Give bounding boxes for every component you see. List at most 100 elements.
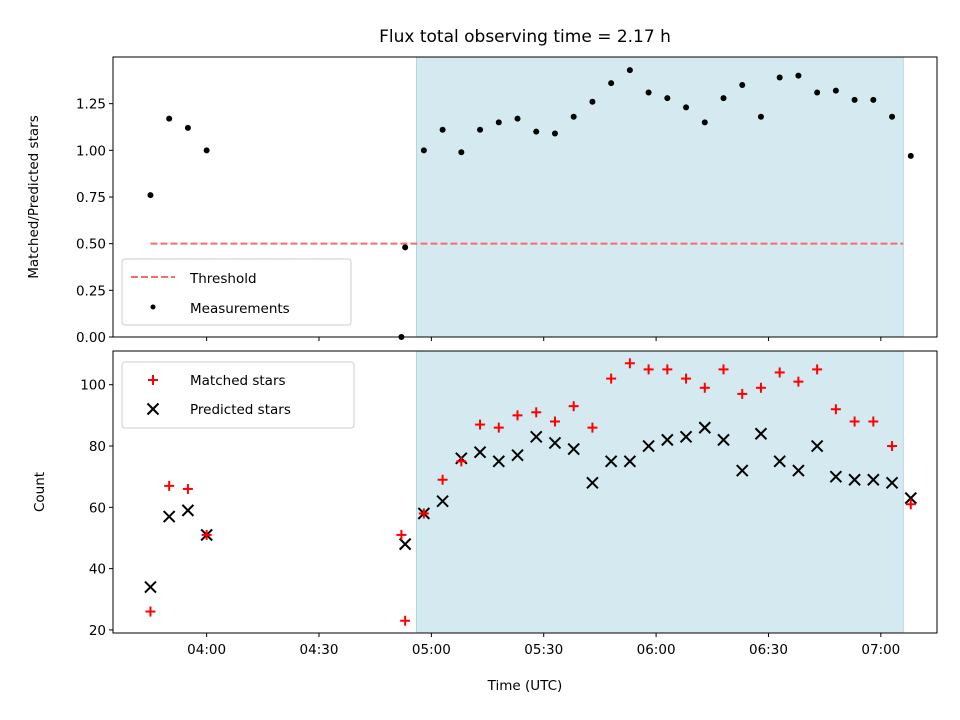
predicted-point [642,439,655,453]
ratio-y-tick-label: 0.25 [76,283,106,299]
x-axis-label: Time (UTC) [487,678,563,694]
x-tick-label: 04:30 [300,642,339,658]
predicted-point [773,455,786,468]
predicted-point [829,470,843,483]
predicted-legend-marker [146,402,160,416]
ratio-y-tick-label: 0.50 [76,237,106,253]
x-tick-label: 06:30 [749,642,788,658]
measurement-point [458,149,465,156]
x-marker-b [398,537,412,551]
count-legend-box [121,361,355,429]
predicted-point [162,510,176,523]
predicted-point [530,430,543,444]
count-y-tick-label: 60 [89,500,106,516]
predicted-point [867,473,880,486]
measurement-point [495,119,502,126]
predicted-point [586,476,599,490]
x-marker-b [829,470,843,483]
predicted-point [661,433,674,447]
count-legend: Matched stars Predicted stars [121,361,355,429]
predicted-point [698,421,711,434]
x-marker-b [548,436,562,450]
predicted-point [398,537,412,551]
x-marker-b [642,439,655,453]
x-marker-b [885,476,899,490]
matched-point [475,419,486,430]
measurement-point [608,80,615,87]
measurements-legend-swatch [150,304,156,310]
matched-point [493,422,504,433]
chart-title: Flux total observing time = 2.17 h [379,27,671,47]
measurement-point [147,192,154,199]
count-axes-frame [112,350,938,634]
matched-point [718,364,729,375]
count-y-axis-label: Count [32,472,48,512]
x-tick-label: 07:00 [861,642,900,658]
measurement-point [870,96,877,103]
ratio-panel: 0.00 0.25 0.50 0.75 1.00 1.25 Flux total obse… [26,27,938,346]
predicted-point [492,455,505,468]
x-marker-b [530,430,543,444]
matched-point [437,474,448,485]
ratio-y-tick-label: 1.00 [76,143,106,159]
predicted-point [144,580,157,594]
x-marker-b [473,445,487,459]
count-panel: 20 40 60 80 100 04:00 04:30 05:00 05:30 06:00 06:… [32,350,938,694]
matched-point [201,529,212,540]
predicted-point [511,449,524,462]
matched-point [164,480,175,491]
x-marker-b [567,442,580,456]
matched-point [606,373,617,384]
matched-point [868,416,879,427]
measurement-point [477,126,484,133]
x-marker-b [698,421,711,434]
measurement-point [439,126,446,133]
measurement-point [814,89,821,96]
measurement-point [851,96,858,103]
matched-legend-swatch [148,375,158,385]
matched-point [396,529,407,540]
predicted-point [848,473,861,486]
matched-point [587,422,598,433]
x-marker-b [661,433,674,447]
measurement-point [551,130,558,137]
x-marker-b [792,464,805,477]
matched-point [643,364,654,375]
predicted-point [810,439,824,453]
count-y-tick-label: 100 [80,378,106,394]
predicted-point [604,455,618,468]
x-marker-b [604,455,618,468]
matched-point [793,376,804,387]
matched-point [737,388,748,399]
x-marker-b [623,455,637,468]
x-marker-b [679,430,693,444]
matched-point [456,456,467,467]
matched-point [755,382,766,393]
ratio-y-axis-label: Matched/Predicted stars [26,115,42,278]
x-marker-b [492,455,505,468]
x-marker-b [144,580,157,594]
measurement-point [776,74,783,81]
x-tick-label: 05:00 [412,642,451,658]
ratio-y-tick-label: 0.75 [76,190,106,206]
x-marker-b [586,476,599,490]
measurement-point [832,87,839,94]
x-tick-label: 06:00 [637,642,676,658]
measurements-legend-label: Measurements [190,301,290,317]
matched-point [624,358,635,369]
matched-point [905,499,916,510]
predicted-point [548,436,562,450]
predicted-point [473,445,487,459]
measurement-point [889,113,896,120]
matched-legend-marker [148,375,158,385]
measurement-point [683,104,690,111]
ratio-y-tick-label: 1.25 [76,97,106,113]
measurement-point [570,113,577,120]
x-marker-b [146,402,160,416]
predicted-point [436,494,449,508]
count-y-tick-label: 20 [89,623,106,639]
predicted-point [679,430,693,444]
x-marker-b [754,427,768,440]
ratio-legend: Threshold Measurements [121,258,352,326]
